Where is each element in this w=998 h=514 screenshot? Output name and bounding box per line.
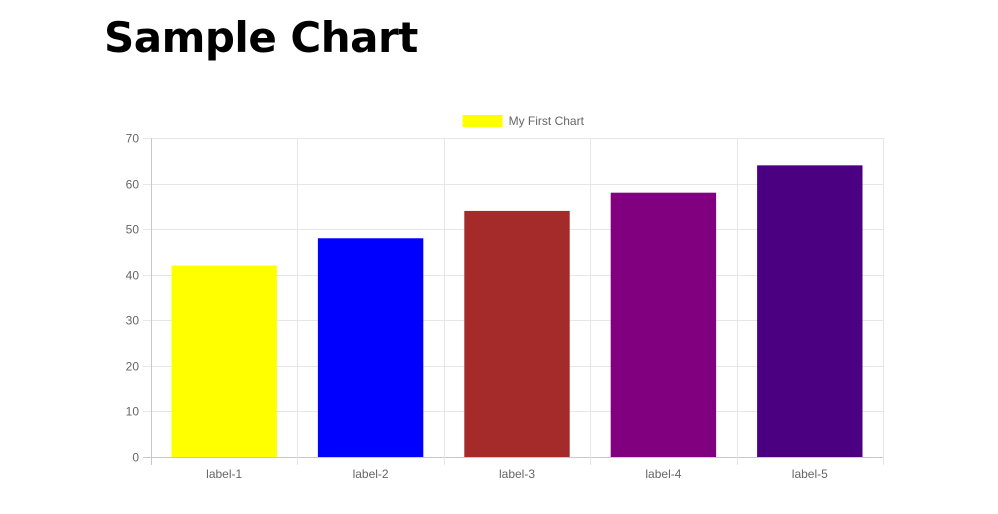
y-tick-label: 70: [126, 132, 140, 146]
bar-label-2[interactable]: [317, 238, 424, 457]
legend-label[interactable]: My First Chart: [509, 114, 585, 128]
bar-label-3[interactable]: [464, 210, 570, 457]
bar-label-1[interactable]: [171, 265, 277, 457]
y-tick-label: 40: [126, 269, 140, 283]
axes: 0 10 20 30 40 50 60 70 label-1 label-2 label-3 labe…: [126, 132, 828, 482]
y-tick-label: 50: [126, 223, 140, 237]
x-tick-label: label-3: [499, 467, 535, 481]
bars: [171, 165, 863, 458]
x-tick-label: label-5: [792, 467, 828, 481]
x-tick-label: label-1: [206, 467, 242, 481]
y-tick-label: 20: [126, 360, 140, 374]
page-title: Sample Chart: [104, 13, 418, 62]
y-tick-label: 10: [126, 405, 140, 419]
y-tick-label: 60: [126, 178, 140, 192]
bar-label-5[interactable]: [757, 165, 863, 458]
y-tick-label: 30: [126, 314, 140, 328]
x-tick-label: label-4: [645, 467, 681, 481]
bar-label-4[interactable]: [610, 192, 717, 457]
legend[interactable]: My First Chart: [462, 114, 585, 128]
y-tick-label: 0: [132, 451, 139, 465]
x-tick-label: label-2: [353, 467, 389, 481]
legend-swatch[interactable]: [462, 115, 503, 127]
